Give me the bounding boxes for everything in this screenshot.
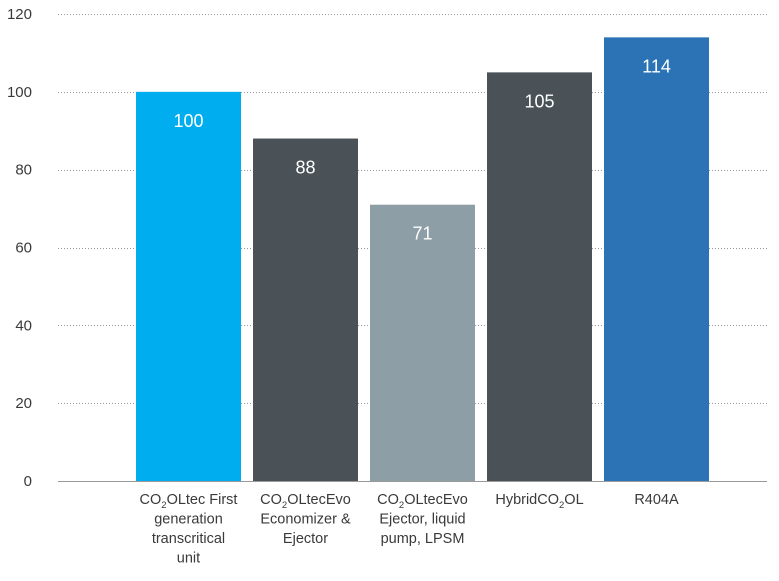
bar-2 bbox=[253, 138, 358, 482]
data-label: 100 bbox=[173, 111, 203, 131]
data-label: 88 bbox=[295, 158, 315, 178]
x-category-label: CO2OLtecEvo Economizer & Ejector bbox=[260, 492, 351, 547]
x-axis-categories: CO2OLtec First generation transcritical uni… bbox=[140, 492, 679, 567]
y-tick-label: 20 bbox=[15, 395, 32, 412]
data-label: 114 bbox=[642, 56, 671, 76]
bar-layer bbox=[136, 37, 709, 482]
y-axis-ticks: 0 20 40 60 80 100 120 bbox=[7, 6, 32, 490]
bar-4 bbox=[487, 72, 592, 481]
bar-1 bbox=[136, 91, 241, 481]
x-category-label: R404A bbox=[634, 492, 679, 508]
x-category-label: CO2OLtecEvo Ejector, liquid pump, LPSM bbox=[377, 492, 468, 547]
data-label: 71 bbox=[412, 224, 432, 244]
y-tick-label: 80 bbox=[15, 162, 32, 179]
bar-3 bbox=[370, 204, 475, 482]
x-category-label: HybridCO2OL bbox=[495, 492, 583, 511]
y-tick-label: 40 bbox=[15, 317, 32, 334]
y-tick-label: 60 bbox=[15, 240, 32, 257]
bar-5 bbox=[604, 37, 709, 481]
y-tick-label: 0 bbox=[24, 473, 32, 490]
x-category-label: CO2OLtec First generation transcritical uni… bbox=[140, 492, 238, 567]
value-label-layer: 100 88 71 105 114 bbox=[173, 56, 670, 243]
y-tick-label: 120 bbox=[7, 6, 32, 23]
y-tick-label: 100 bbox=[7, 84, 32, 101]
data-label: 105 bbox=[524, 91, 554, 111]
